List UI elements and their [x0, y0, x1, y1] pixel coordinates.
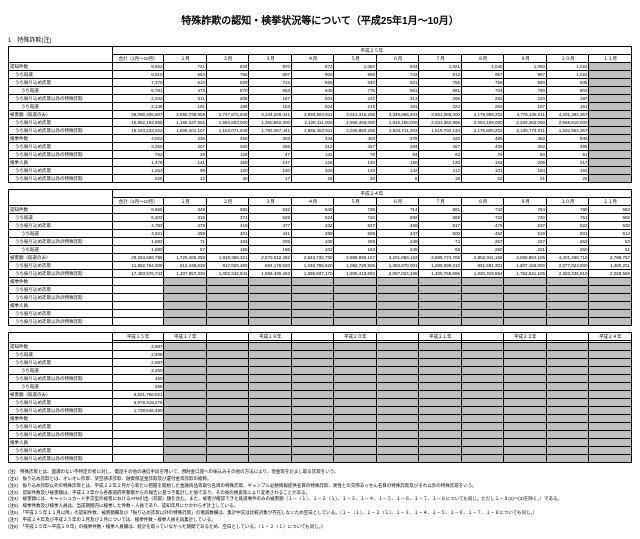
table-row: 検挙件数 — [9, 415, 632, 423]
table-row: 被害額（既遂のみ）38,085,406,8072,690,738,9092,74… — [9, 111, 632, 119]
table-row: うち既遂1,880571561961031632456826022125051 — [9, 246, 632, 254]
table-row: うち既遂268 — [9, 383, 632, 391]
table-row: うち振り込め詐欺以外の特殊詐欺 — [9, 455, 632, 463]
table-row: 認知件数2,987 — [9, 343, 632, 351]
footnote-line: (注5) 検挙件数及び検挙人員は、当該期間内に検挙した件数・人員であり、認知年月… — [8, 503, 632, 509]
data-table: 平成２４年合計（1月～10月）１月２月３月４月５月６月７月８月９月１０月１１月認… — [8, 189, 632, 326]
footnote-line: (注3) 認知件数及び被害額は、平成１３年から各都道府県警察からの報告に基づき集… — [8, 490, 632, 496]
table-row: うち振り込め詐欺 — [9, 310, 632, 318]
table-row: うち振り込め詐欺以外の特殊詐欺460 — [9, 375, 632, 383]
table-row: うち振り込め詐欺 — [9, 423, 632, 431]
table-row: 検挙件数4,022236456303444403378420485452546 — [9, 135, 632, 143]
table-row: 検挙人員1,478141150147126140150130153205217 — [9, 159, 632, 167]
footnote-line: (注7) 平成２４年及び平成２５年の１月及び２月については、検挙件数・検挙人員を… — [8, 517, 632, 523]
table-row: うち既遂4,5212594014414895084475004625195016… — [9, 230, 632, 238]
table-row: うち既遂6,4023153746285247106925697227407516… — [9, 214, 632, 222]
table-row: うち振り込め詐欺 — [9, 447, 632, 455]
page-title: 特殊詐欺の認知・検挙状況等について（平成25年1月～10月） — [8, 12, 632, 27]
table-row: うち振り込め詐欺11,882,764,309512,448,028817,025… — [9, 262, 632, 270]
table-row: うち振り込め詐欺7,370510629712669840621755758830… — [9, 79, 632, 87]
table-row: うち振り込め詐欺以外の特殊詐欺1,739,646,480 — [9, 407, 632, 415]
table-row: うち既遂2,260 — [9, 367, 632, 375]
footnote-line: (注) 特殊詐欺とは、面識のない不特定の者に対し、電話その他の通信手段を用いて、… — [8, 469, 632, 475]
footnote-line: (注4) 被害額には、キャッシュカード手交型の被害におけるATM引出（窃取）額を… — [8, 496, 632, 502]
table-row: うち振り込め詐欺以外の特殊詐欺 — [9, 431, 632, 439]
table-row: うち振り込め詐欺18,862,183,5851,182,337,8021,584… — [9, 119, 632, 127]
table-row: 被害額（既遂のみ）29,263,650,7861,720,405,3581,81… — [9, 254, 632, 262]
table-row: うち振り込め詐欺以外の特殊詐欺2254230172620818522125 — [9, 175, 632, 183]
table-row: うち既遂8,8105637568078009957439139679871,02… — [9, 71, 632, 79]
footnote-line: (注2) 振り込め詐欺以外の特殊詐欺とは、平成２２年２月から新たに把握を開始した… — [8, 483, 632, 489]
data-table: 平成２５年合計（1月～10月）１月２月３月４月５月６月７月８月９月１０月１１月認… — [8, 46, 632, 183]
table-row: うち既遂2,148191188153204219181223263197161 — [9, 103, 632, 111]
table-row: うち振り込め詐欺以外の特殊詐欺17,483,576,7421,207,957,3… — [9, 270, 632, 278]
table-row: 検挙人員 — [9, 439, 632, 447]
table-row: うち振り込め詐欺3,260207330256312327284357409392… — [9, 143, 632, 151]
table-row: うち振り込め詐欺 — [9, 286, 632, 294]
table-row: うち既遂2,408 — [9, 351, 632, 359]
table-row: うち振り込め詐欺以外の特殊詐欺2,34221120516720324221326… — [9, 95, 632, 103]
table-row: うち振り込め詐欺以外の特殊詐欺1,88271163205108209248742… — [9, 238, 632, 246]
footnote-line: (注1) 振り込め詐欺とは、オレオレ詐欺、架空請求詐欺、融資保証金詐欺及び還付金… — [8, 476, 632, 482]
table-row: うち振り込め詐欺2,587 — [9, 359, 632, 367]
table-row: 被害額（既遂のみ）8,821,756,021 — [9, 391, 632, 399]
table-row: うち振り込め詐欺4,783278419477432527466517476537… — [9, 222, 632, 230]
table-row: うち振り込め詐欺1,253991201301001201421121011841… — [9, 167, 632, 175]
table-row: うち振り込め詐欺以外の特殊詐欺7622912647132769463766051 — [9, 151, 632, 159]
table-row: 認知件数9,6527218348708721,0828341,0211,0401… — [9, 63, 632, 71]
table-row: うち振り込め詐欺以外の特殊詐欺19,223,223,2221,508,401,1… — [9, 127, 632, 135]
footnote-line: (注8) 「平成１５年～平成１９年」の検挙件数・検挙人員欄は、統計を取っていなか… — [8, 524, 632, 530]
table-row: 認知件数6,6653495826325407367145917437647856… — [9, 206, 632, 214]
table-row: うち既遂6,781473570663640775561691704790802 — [9, 87, 632, 95]
data-table-diff: 平成１５年平成１７年平成１９年平成２０年平成２１年平成２２年平成２４年認知件数2… — [8, 332, 632, 463]
table-row: 検挙件数 — [9, 278, 632, 286]
table-row: 検挙人員 — [9, 302, 632, 310]
table-row: うち振り込め詐欺以外の特殊詐欺 — [9, 318, 632, 326]
footnote-line: (注6) 「平成２５年１１月以降」の認知件数、被害額欄及び「振り込め詐欺以外の特… — [8, 510, 632, 516]
section-label: 1 特殊詐欺(注) — [8, 35, 632, 44]
footnotes: (注) 特殊詐欺とは、面識のない不特定の者に対し、電話その他の通信手段を用いて、… — [8, 469, 632, 530]
table-row: うち振り込め詐欺以外の特殊詐欺 — [9, 294, 632, 302]
table-row: うち振り込め詐欺6,979,419,276 — [9, 399, 632, 407]
